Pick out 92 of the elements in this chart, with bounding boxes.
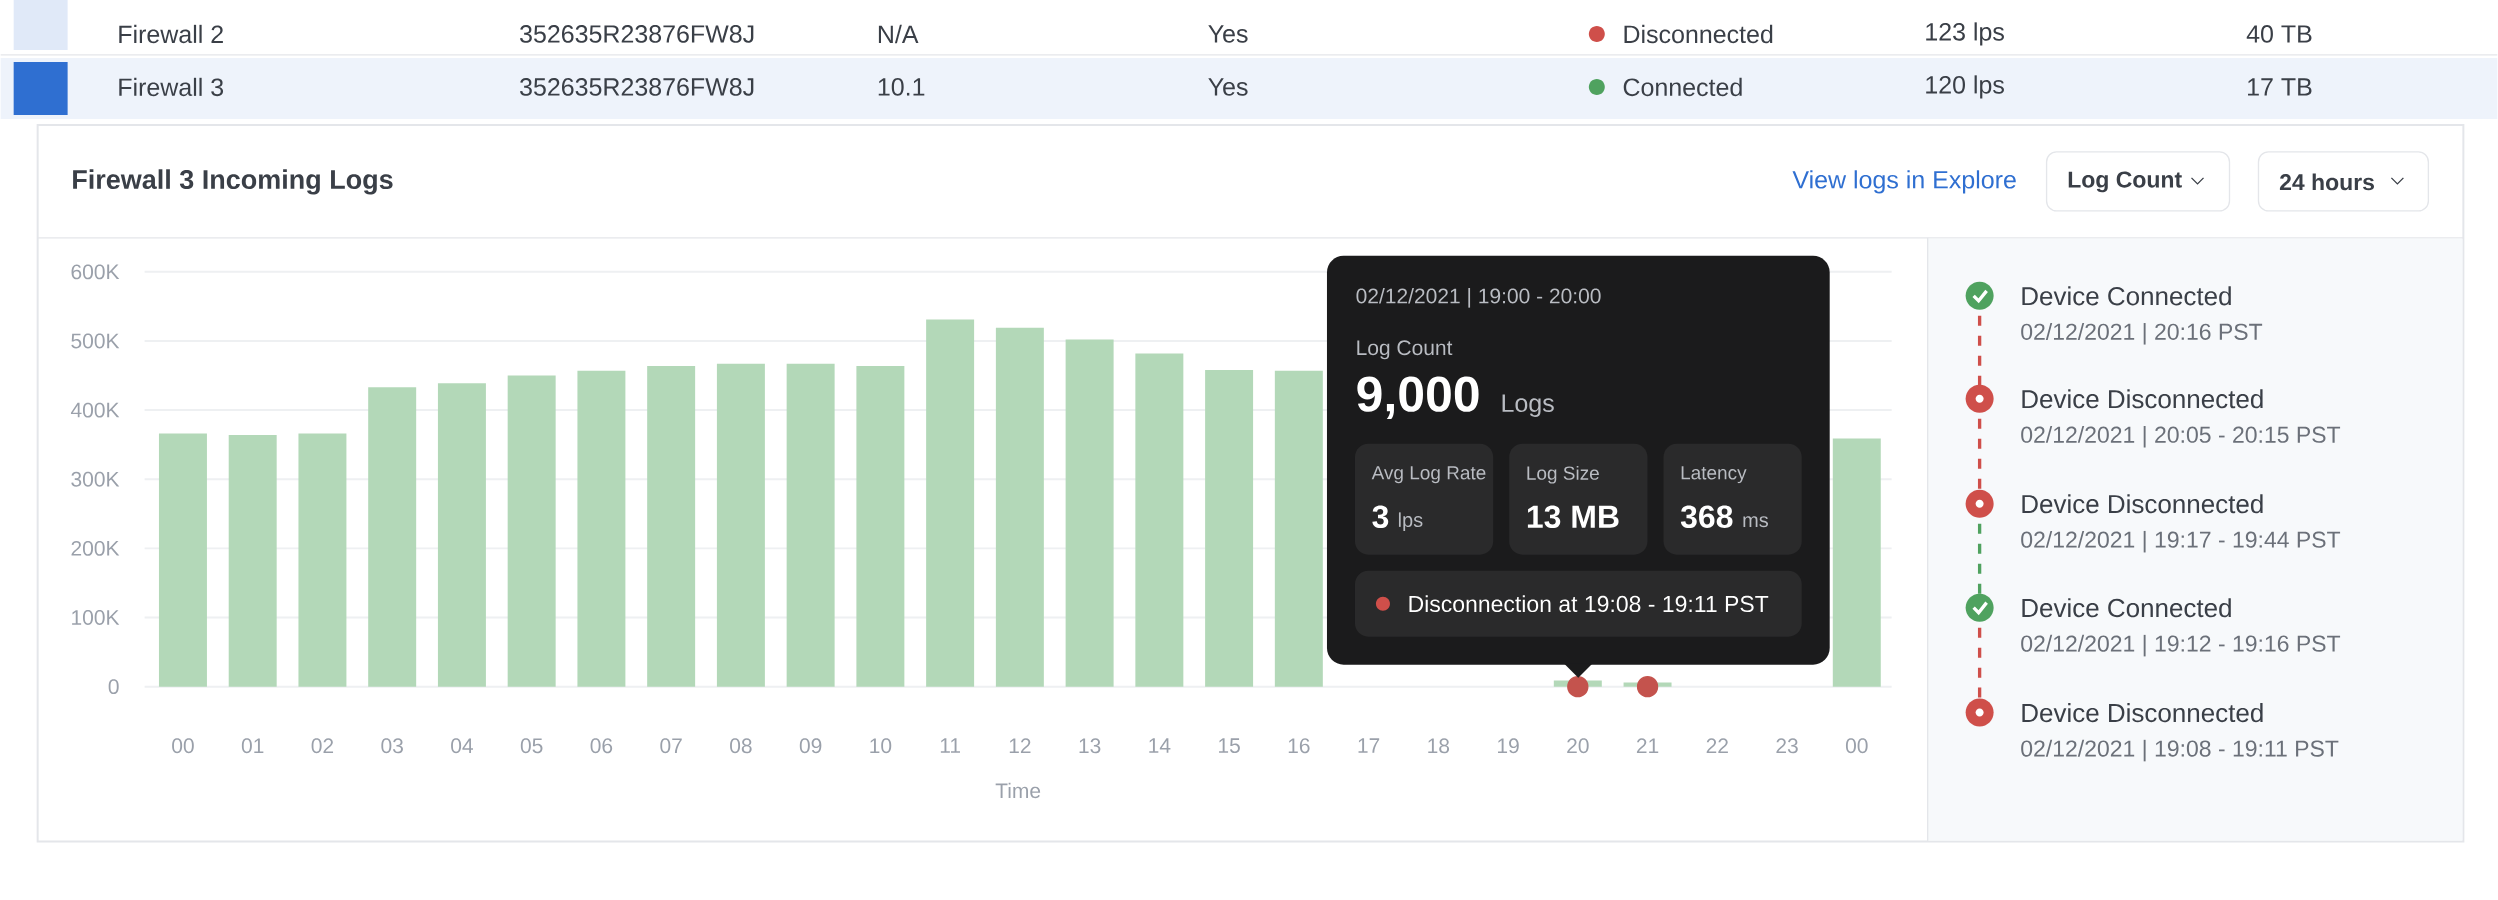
text: Yes bbox=[1208, 25, 1248, 43]
x-tick-label: 03 bbox=[381, 738, 403, 754]
x-tick-label: 01 bbox=[241, 738, 264, 754]
annotation: ms bbox=[1743, 516, 1769, 528]
x-tick-label: 13 bbox=[1079, 738, 1101, 754]
bar bbox=[228, 435, 277, 687]
x-tick-label: 14 bbox=[1149, 738, 1171, 754]
x-tick-label: 16 bbox=[1288, 738, 1310, 754]
text: 24 hours bbox=[2279, 173, 2374, 191]
text: Device Connected bbox=[2022, 598, 2231, 618]
annotation: 3 bbox=[1372, 505, 1389, 529]
chart-title: Firewall 3 Incoming Logs bbox=[73, 169, 393, 195]
y-tick-label: 400K bbox=[70, 402, 120, 418]
x-tick-label: 15 bbox=[1219, 738, 1240, 754]
y-tick-label: 300K bbox=[71, 472, 120, 487]
text: 17 TB bbox=[2248, 78, 2312, 96]
text: Firewall 3 bbox=[119, 78, 224, 97]
y-tick-label: 0 bbox=[108, 679, 119, 695]
text: Device Disconnected bbox=[2022, 389, 2263, 409]
bar bbox=[856, 366, 905, 687]
x-tick-label: 18 bbox=[1428, 738, 1450, 754]
bar bbox=[1135, 353, 1184, 687]
y-tick-label: 100K bbox=[72, 610, 120, 626]
bar bbox=[1274, 370, 1323, 687]
annotation: Log Size bbox=[1527, 466, 1599, 484]
text: 352635R23876FW8J bbox=[520, 25, 754, 44]
x-tick-label: 10 bbox=[870, 738, 892, 754]
x-tick-label: 00 bbox=[1845, 738, 1868, 754]
x-tick-label: 06 bbox=[590, 738, 613, 754]
text: 02/12/2021 | 19:08 - 19:11 PST bbox=[2021, 740, 2339, 762]
text: 40 TB bbox=[2246, 25, 2312, 44]
bar bbox=[158, 433, 207, 687]
y-tick-label: 500K bbox=[71, 333, 120, 349]
bar bbox=[507, 375, 556, 687]
x-tick-label: 23 bbox=[1776, 738, 1798, 754]
text: 02/12/2021 | 20:05 - 20:15 PST bbox=[2021, 426, 2341, 448]
text: 120 lps bbox=[1926, 75, 2004, 99]
bar bbox=[716, 364, 765, 687]
annotation: 368 bbox=[1680, 505, 1733, 529]
annotation: Log Count bbox=[1357, 340, 1453, 360]
bar bbox=[647, 366, 696, 687]
text: Device Disconnected bbox=[2022, 703, 2263, 723]
text: Device Connected bbox=[2022, 286, 2231, 306]
bar bbox=[995, 328, 1044, 687]
text: 10.1 bbox=[878, 78, 925, 97]
bar bbox=[368, 387, 417, 687]
x-tick-label: 00 bbox=[172, 738, 194, 754]
text: 352635R23876FW8J bbox=[520, 78, 754, 97]
x-tick-label: 20 bbox=[1567, 738, 1589, 754]
text: View logs in Explore bbox=[1792, 170, 2016, 194]
annotation: 02/12/2021 | 19:00 - 20:00 bbox=[1356, 288, 1601, 308]
bar bbox=[298, 433, 347, 687]
annotation: lps bbox=[1398, 512, 1423, 532]
annotation: 9,000 bbox=[1357, 376, 1479, 420]
text: N/A bbox=[878, 25, 919, 44]
x-tick-label: 07 bbox=[660, 738, 682, 754]
x-tick-label: 22 bbox=[1706, 738, 1728, 754]
x-tick-label: 04 bbox=[451, 738, 473, 754]
text: 02/12/2021 | 19:17 - 19:44 PST bbox=[2021, 531, 2341, 553]
x-tick-label: 02 bbox=[311, 738, 334, 754]
bar bbox=[1832, 438, 1881, 687]
text: Disconnected bbox=[1624, 25, 1773, 44]
x-tick-label: 17 bbox=[1358, 738, 1380, 754]
text: Firewall 2 bbox=[119, 25, 223, 44]
x-tick-label: 12 bbox=[1009, 738, 1031, 754]
text: 02/12/2021 | 19:12 - 19:16 PST bbox=[2021, 635, 2341, 657]
text: Connected bbox=[1623, 78, 1742, 97]
annotation: Latency bbox=[1681, 466, 1747, 484]
text: 123 lps bbox=[1926, 22, 2004, 46]
bar bbox=[786, 364, 835, 687]
bar bbox=[1065, 339, 1114, 687]
annotation: 13 MB bbox=[1527, 505, 1619, 529]
text: Yes bbox=[1208, 78, 1248, 96]
x-tick-label: 11 bbox=[940, 738, 960, 754]
x-tick-label: 21 bbox=[1636, 738, 1659, 754]
x-tick-label: 05 bbox=[520, 738, 543, 754]
y-tick-label: 200K bbox=[71, 541, 120, 557]
y-tick-label: 600K bbox=[71, 264, 120, 280]
bar bbox=[926, 319, 975, 687]
annotation: Avg Log Rate bbox=[1371, 466, 1486, 484]
bar bbox=[1205, 370, 1254, 687]
text: Log Count bbox=[2068, 171, 2182, 193]
bar bbox=[577, 370, 626, 687]
x-axis-title: Time bbox=[995, 783, 1041, 799]
x-tick-label: 19 bbox=[1498, 738, 1519, 754]
annotation: Logs bbox=[1502, 394, 1554, 418]
text: 02/12/2021 | 20:16 PST bbox=[2021, 323, 2263, 345]
x-tick-label: 09 bbox=[799, 738, 822, 754]
annotation: Disconnection at 19:08 - 19:11 PST bbox=[1409, 595, 1769, 613]
x-tick-label: 08 bbox=[730, 738, 752, 754]
text: Device Disconnected bbox=[2022, 494, 2263, 514]
bar bbox=[437, 383, 486, 687]
